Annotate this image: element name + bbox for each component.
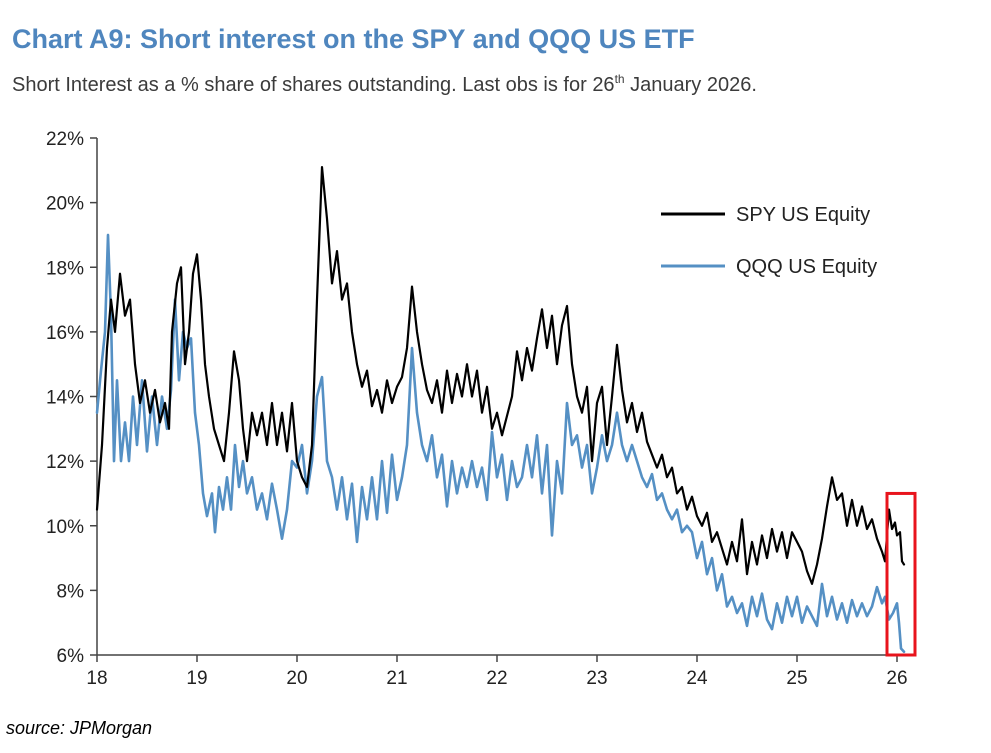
x-tick-label: 26: [886, 668, 907, 689]
series-layer: [95, 166, 906, 654]
x-tick-label: 25: [786, 668, 807, 689]
x-tick-label: 20: [286, 668, 307, 689]
y-tick-label: 14%: [46, 388, 84, 409]
y-tick-label: 16%: [46, 323, 84, 344]
series-line-qqq: [95, 233, 906, 654]
legend-qqq-label: QQQ US Equity: [736, 256, 877, 278]
legend-spy-label: SPY US Equity: [736, 204, 870, 226]
x-tick-label: 23: [586, 668, 607, 689]
chart-title: Chart A9: Short interest on the SPY and …: [12, 24, 695, 54]
y-tick-label: 22%: [46, 129, 84, 150]
subtitle-prefix: Short Interest as a % share of shares ou…: [12, 74, 615, 96]
y-tick-label: 6%: [57, 646, 85, 667]
x-tick-label: 18: [86, 668, 107, 689]
axes-layer: 6% 8% 10% 12% 14% 16% 18% 20% 22% 18 19 20 21 22 23 24 2…: [46, 129, 908, 689]
subtitle-superscript: th: [614, 72, 625, 86]
x-tick-label: 24: [686, 668, 708, 689]
source-note: source: JPMorgan: [6, 718, 153, 738]
subtitle-suffix: January 2026.: [624, 74, 757, 96]
chart-subtitle: Short Interest as a % share of shares ou…: [12, 72, 757, 97]
y-tick-label: 20%: [46, 194, 84, 215]
legend: SPY US Equity QQQ US Equity: [661, 204, 877, 278]
x-tick-label: 22: [486, 668, 507, 689]
x-tick-label: 19: [186, 668, 207, 689]
y-tick-label: 10%: [46, 517, 84, 538]
y-tick-label: 8%: [57, 581, 85, 602]
y-tick-label: 12%: [46, 452, 84, 473]
x-tick-label: 21: [386, 668, 407, 689]
highlight-box: [885, 491, 917, 657]
y-tick-label: 18%: [46, 258, 84, 279]
series-line-spy: [95, 166, 906, 585]
